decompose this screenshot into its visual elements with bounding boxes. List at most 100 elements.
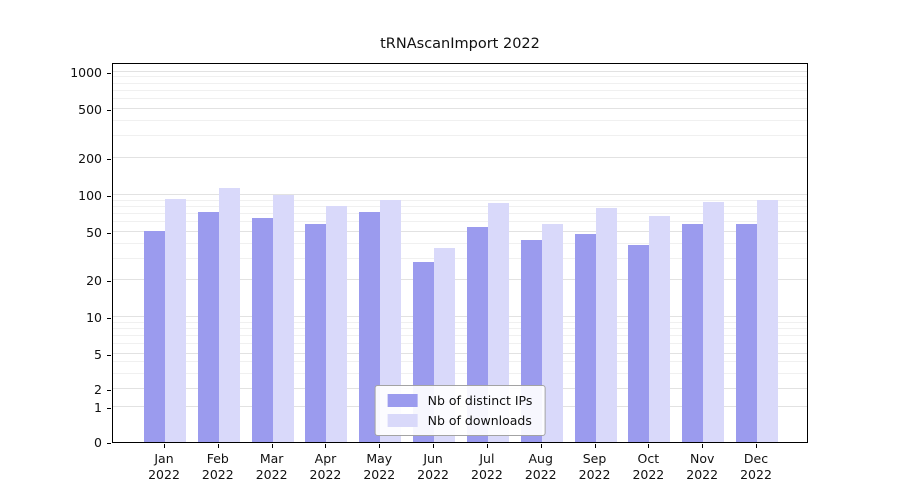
bar-distinct-ips-nov <box>682 224 704 442</box>
x-tick-mark-nov <box>702 444 704 448</box>
bar-distinct-ips-sep <box>574 234 596 442</box>
bar-downloads-oct <box>649 216 671 442</box>
x-tick-label-jan: Jan 2022 <box>148 451 180 482</box>
bar-downloads-jan <box>165 199 186 442</box>
x-tick-mark-aug <box>540 444 542 448</box>
y-tick-label-2: 2 <box>94 382 102 398</box>
gridline-500 <box>113 107 807 109</box>
x-tick-mark-jul <box>486 444 488 448</box>
x-tick-label-jul: Jul 2022 <box>471 451 503 482</box>
gridline-90 <box>113 199 807 201</box>
legend: Nb of distinct IPs Nb of downloads <box>374 385 546 436</box>
gridline-10 <box>113 315 807 317</box>
y-tick-label-20: 20 <box>86 273 102 289</box>
bar-downloads-sep <box>595 208 617 442</box>
x-tick-mark-may <box>379 444 381 448</box>
legend-entry-distinct-ips: Nb of distinct IPs <box>387 393 533 408</box>
y-tick-mark-100 <box>107 196 111 197</box>
x-tick-mark-apr <box>325 444 327 448</box>
legend-entry-downloads: Nb of downloads <box>387 413 533 428</box>
x-tick-label-apr: Apr 2022 <box>309 451 342 482</box>
y-tick-label-5: 5 <box>94 346 102 362</box>
x-tick-label-nov: Nov 2022 <box>686 451 719 482</box>
y-tick-mark-1 <box>107 408 111 410</box>
y-tick-label-200: 200 <box>78 151 102 167</box>
gridline-3 <box>113 372 807 374</box>
gridline-6 <box>113 343 807 345</box>
y-tick-label-50: 50 <box>86 224 102 240</box>
y-tick-label-0: 0 <box>94 435 102 450</box>
x-tick-label-mar: Mar 2022 <box>255 451 288 482</box>
gridline-900 <box>113 76 807 78</box>
y-tick-mark-2 <box>107 390 111 392</box>
x-tick-mark-feb <box>217 444 219 448</box>
legend-label-downloads: Nb of downloads <box>427 413 532 428</box>
plot-area: Nb of distinct IPs Nb of downloads <box>112 63 808 443</box>
y-tick-mark-10 <box>107 317 111 319</box>
bar-downloads-nov <box>703 202 725 442</box>
bar-downloads-aug <box>541 224 563 442</box>
bar-downloads-may <box>380 200 402 442</box>
x-tick-label-feb: Feb 2022 <box>201 451 234 482</box>
bar-downloads-apr <box>326 206 348 442</box>
bar-distinct-ips-mar <box>251 218 273 442</box>
x-tick-label-aug: Aug 2022 <box>524 451 557 482</box>
y-tick-mark-500 <box>107 109 111 111</box>
x-tick-mark-jun <box>433 444 435 448</box>
gridline-60 <box>113 221 807 223</box>
gridline-300 <box>113 135 807 137</box>
bar-downloads-jul <box>487 203 509 442</box>
gridline-4 <box>113 361 807 363</box>
gridline-50 <box>113 230 807 232</box>
gridline-9 <box>113 321 807 323</box>
y-tick-mark-20 <box>107 281 111 283</box>
y-tick-label-1: 1 <box>94 400 102 416</box>
bar-distinct-ips-apr <box>305 224 327 442</box>
y-tick-label-10: 10 <box>86 309 102 325</box>
bar-distinct-ips-jan <box>144 231 165 442</box>
gridline-40 <box>113 242 807 244</box>
gridline-600 <box>113 98 807 100</box>
gridline-1000 <box>113 70 807 72</box>
chart-title: tRNAscanImport 2022 <box>380 36 540 52</box>
gridline-70 <box>113 212 807 214</box>
gridline-20 <box>113 279 807 281</box>
x-tick-mark-oct <box>648 444 650 448</box>
bar-distinct-ips-may <box>359 212 381 442</box>
y-tick-label-1000: 1000 <box>70 64 102 80</box>
x-tick-label-may: May 2022 <box>363 451 396 482</box>
gridline-700 <box>113 89 807 91</box>
y-tick-mark-5 <box>107 354 111 356</box>
bar-distinct-ips-oct <box>628 245 650 442</box>
bar-downloads-mar <box>272 195 294 442</box>
gridline-800 <box>113 82 807 84</box>
gridline-80 <box>113 205 807 207</box>
bar-downloads-dec <box>757 200 778 442</box>
bar-distinct-ips-dec <box>736 224 757 442</box>
legend-label-distinct-ips: Nb of distinct IPs <box>427 393 533 408</box>
gridline-8 <box>113 327 807 329</box>
bar-distinct-ips-feb <box>197 212 219 442</box>
gridline-30 <box>113 257 807 259</box>
gridline-5 <box>113 352 807 354</box>
legend-swatch-distinct-ips <box>387 394 418 407</box>
y-tick-label-100: 100 <box>78 188 102 203</box>
gridline-100 <box>113 194 807 195</box>
x-tick-label-oct: Oct 2022 <box>632 451 665 482</box>
x-tick-label-sep: Sep 2022 <box>578 451 611 482</box>
y-tick-label-500: 500 <box>78 101 102 117</box>
x-tick-mark-dec <box>756 444 757 448</box>
gridline-7 <box>113 334 807 336</box>
gridline-400 <box>113 119 807 121</box>
x-tick-mark-sep <box>594 444 596 448</box>
y-tick-mark-1000 <box>107 72 111 74</box>
x-tick-label-jun: Jun 2022 <box>417 451 449 482</box>
y-tick-mark-0 <box>107 443 111 444</box>
x-tick-label-dec: Dec 2022 <box>740 451 772 482</box>
x-tick-mark-jan <box>164 444 165 448</box>
gridline-200 <box>113 157 807 159</box>
y-tick-mark-200 <box>107 159 111 161</box>
bar-downloads-feb <box>218 188 240 442</box>
y-tick-mark-50 <box>107 232 111 234</box>
